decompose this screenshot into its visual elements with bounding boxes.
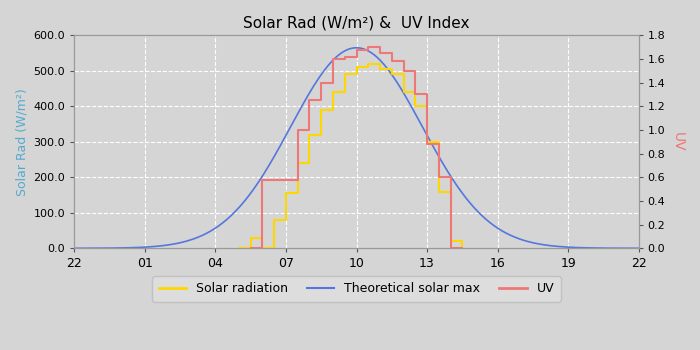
UV [411, 92, 419, 97]
Solar radiation [447, 239, 455, 243]
UV [329, 57, 337, 61]
UV [305, 98, 314, 103]
Solar radiation [411, 104, 419, 108]
UV [270, 177, 279, 182]
Solar radiation [317, 108, 326, 112]
UV [435, 175, 443, 180]
UV [388, 59, 396, 63]
Theoretical solar max [330, 57, 338, 62]
UV [258, 177, 267, 182]
Solar radiation [234, 246, 243, 250]
Theoretical solar max [70, 246, 78, 250]
Solar radiation [329, 90, 337, 94]
UV [376, 51, 384, 55]
Line: Theoretical solar max: Theoretical solar max [74, 48, 638, 248]
Solar radiation [352, 65, 361, 69]
Theoretical solar max [514, 237, 523, 241]
Solar radiation [399, 90, 407, 94]
Solar radiation [305, 133, 314, 137]
Legend: Solar radiation, Theoretical solar max, UV: Solar radiation, Theoretical solar max, … [153, 276, 561, 302]
Theoretical solar max [99, 246, 107, 250]
Y-axis label: UV: UV [671, 132, 685, 152]
Solar radiation [423, 140, 431, 144]
Theoretical solar max [618, 246, 626, 250]
UV [352, 48, 361, 52]
Solar radiation [258, 246, 267, 250]
UV [423, 142, 431, 146]
Theoretical solar max [634, 246, 643, 250]
Solar radiation [282, 191, 290, 195]
Line: Solar radiation: Solar radiation [239, 64, 462, 248]
Solar radiation [364, 62, 372, 66]
Title: Solar Rad (W/m²) &  UV Index: Solar Rad (W/m²) & UV Index [244, 15, 470, 30]
UV [340, 55, 349, 59]
Solar radiation [435, 189, 443, 194]
UV [317, 80, 326, 85]
UV [399, 69, 407, 73]
Solar radiation [246, 236, 255, 240]
Solar radiation [270, 218, 279, 222]
Solar radiation [340, 72, 349, 77]
Line: UV: UV [251, 47, 462, 248]
Theoretical solar max [344, 47, 353, 51]
Solar radiation [388, 72, 396, 77]
Solar radiation [376, 67, 384, 71]
UV [246, 246, 255, 250]
Solar radiation [293, 161, 302, 165]
Theoretical solar max [352, 46, 361, 50]
UV [282, 177, 290, 182]
Theoretical solar max [618, 246, 626, 250]
Y-axis label: Solar Rad (W/m²): Solar Rad (W/m²) [15, 88, 28, 196]
UV [293, 128, 302, 132]
Solar radiation [458, 246, 466, 250]
UV [364, 45, 372, 49]
UV [458, 246, 466, 250]
UV [447, 246, 455, 250]
